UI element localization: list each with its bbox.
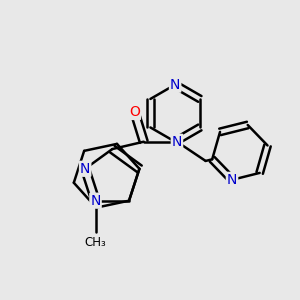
Text: N: N — [90, 194, 101, 208]
Text: O: O — [129, 105, 140, 119]
Text: N: N — [227, 173, 237, 187]
Text: N: N — [172, 135, 182, 149]
Text: N: N — [80, 162, 90, 176]
Text: CH₃: CH₃ — [85, 236, 106, 249]
Text: N: N — [170, 78, 180, 92]
